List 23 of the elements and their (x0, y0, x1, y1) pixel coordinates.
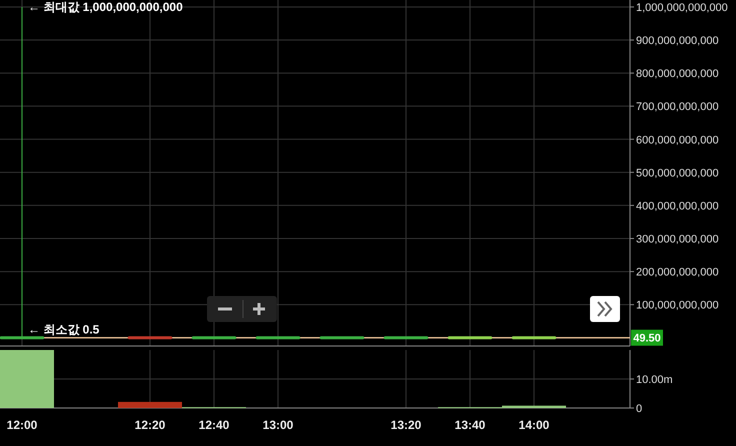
y-tick-label: 200,000,000,000 (636, 266, 719, 279)
annotation: ← 최소값 0.5 (28, 322, 100, 337)
x-tick-label: 12:00 (6, 418, 38, 432)
y-tick-label: 100,000,000,000 (636, 300, 719, 312)
x-tick-label: 13:20 (390, 418, 422, 432)
y-tick-label: 700,000,000,000 (636, 101, 719, 114)
x-tick-label: 14:00 (518, 418, 550, 432)
y-tick-label: 1,000,000,000,000 (636, 2, 728, 14)
y-tick-label: 800,000,000,000 (636, 68, 719, 80)
bar (118, 402, 182, 408)
ref-line-label: 49.50 (633, 332, 661, 345)
x-tick-label: 12:20 (134, 418, 166, 432)
x-tick-label: 12:40 (198, 418, 230, 432)
x-tick-label: 13:00 (262, 418, 294, 432)
x-tick-label: 13:40 (454, 418, 486, 432)
annotation: ← 최대값 1,000,000,000,000 (28, 0, 184, 14)
y-tick-label: 400,000,000,000 (636, 200, 719, 212)
y-tick-label: 0 (636, 403, 642, 415)
y-tick-label: 600,000,000,000 (636, 134, 719, 146)
y-tick-label: 300,000,000,000 (636, 233, 719, 246)
y-tick-label: 500,000,000,000 (636, 167, 719, 180)
y-tick-label: 10.00m (636, 374, 673, 386)
y-tick-label: 900,000,000,000 (636, 35, 719, 48)
